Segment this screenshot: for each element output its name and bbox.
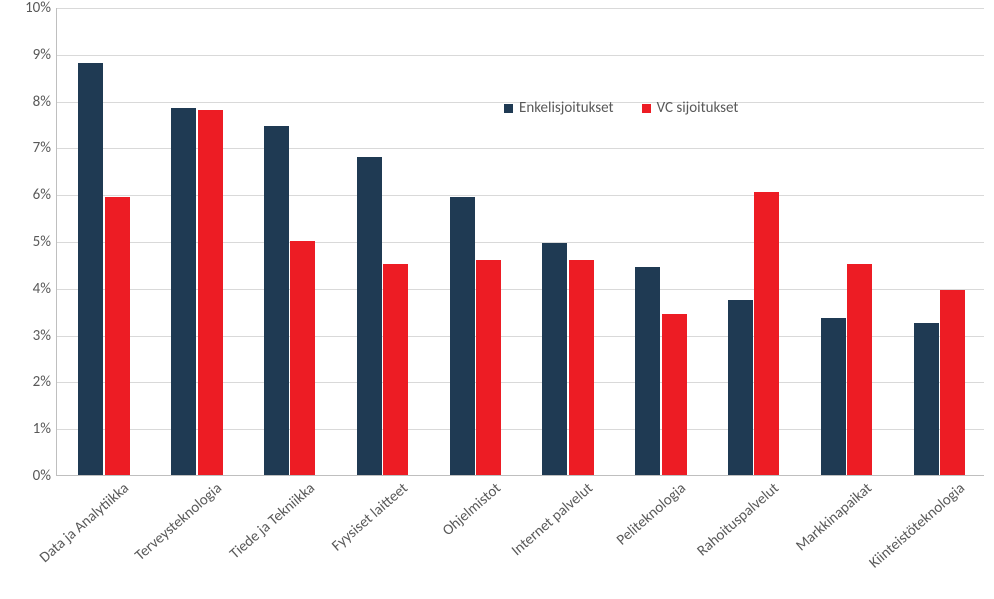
legend-label: VC sijoitukset: [657, 99, 739, 117]
x-tick-label: Ohjelmistot: [435, 475, 505, 540]
bar: [105, 197, 130, 475]
y-tick-label: 3%: [33, 327, 57, 345]
bar: [914, 323, 939, 475]
bar: [290, 241, 315, 475]
y-tick-label: 10%: [25, 0, 57, 17]
bar: [198, 110, 223, 475]
legend-entry: VC sijoitukset: [642, 99, 739, 117]
x-tick-label: Terveysteknologia: [128, 475, 226, 565]
bar: [78, 63, 103, 475]
y-tick-label: 0%: [33, 467, 57, 485]
bar: [940, 290, 965, 475]
bar: [728, 300, 753, 476]
y-tick-label: 5%: [33, 233, 57, 251]
legend-swatch: [642, 104, 651, 113]
gridline: [57, 8, 984, 9]
y-tick-label: 9%: [33, 46, 57, 64]
bar: [264, 126, 289, 475]
y-tick-label: 8%: [33, 93, 57, 111]
bar: [542, 243, 567, 475]
bar: [635, 267, 660, 475]
y-tick-label: 1%: [33, 420, 57, 438]
y-tick-label: 7%: [33, 139, 57, 157]
bar: [821, 318, 846, 475]
y-tick-label: 6%: [33, 186, 57, 204]
bar: [569, 260, 594, 475]
legend-swatch: [504, 104, 513, 113]
bar: [357, 157, 382, 475]
gridline: [57, 55, 984, 56]
x-tick-label: Kiinteistöteknologia: [862, 475, 969, 572]
bar: [476, 260, 501, 475]
x-tick-label: Data ja Analytiikka: [33, 475, 133, 567]
plot-area: 0%1%2%3%4%5%6%7%8%9%10%Data ja Analytiik…: [56, 8, 984, 476]
x-tick-label: Peliteknologia: [609, 475, 689, 549]
legend: Enkelisjoitukset VC sijoitukset: [504, 99, 738, 117]
y-tick-label: 4%: [33, 280, 57, 298]
x-tick-label: Markkinapaikat: [788, 475, 875, 555]
x-tick-label: Fyysiset laitteet: [324, 475, 411, 555]
x-tick-label: Tiede ja Tekniikka: [222, 475, 318, 563]
bar: [383, 264, 408, 475]
x-tick-label: Internet palvelut: [505, 475, 598, 560]
bar: [754, 192, 779, 475]
legend-label: Enkelisjoitukset: [519, 99, 614, 117]
bar: [662, 314, 687, 475]
bar: [171, 108, 196, 475]
bar: [450, 197, 475, 475]
y-tick-label: 2%: [33, 373, 57, 391]
investment-bar-chart: 0% 1% 2% 3% 4% 5% 6% 7% 8% 9% 10% Data ja Analytiik…: [0, 0, 994, 599]
bar: [847, 264, 872, 475]
x-tick-label: Rahoituspalvelut: [690, 475, 783, 560]
legend-entry: Enkelisjoitukset: [504, 99, 614, 117]
